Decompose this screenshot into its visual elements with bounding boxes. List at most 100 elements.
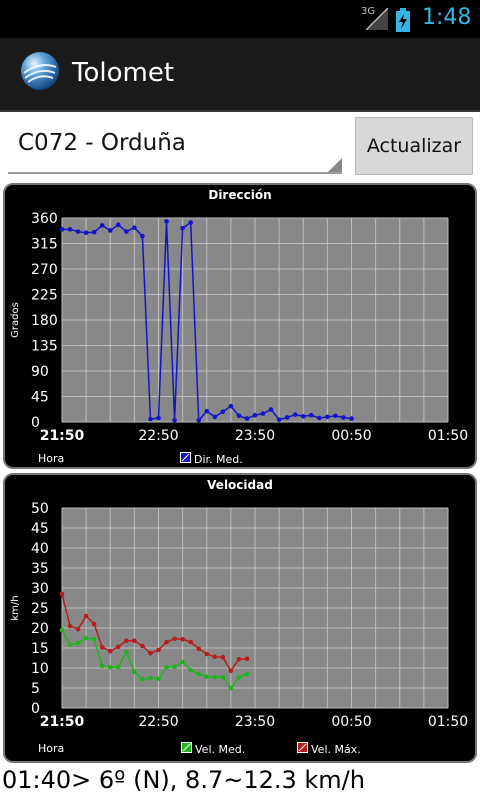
data-point	[132, 669, 137, 675]
refresh-button[interactable]: Actualizar	[355, 117, 473, 175]
data-point	[83, 230, 89, 236]
data-point	[284, 415, 290, 420]
data-point	[252, 412, 258, 418]
data-point	[333, 413, 338, 419]
data-point	[164, 664, 169, 670]
data-point	[172, 636, 177, 642]
y-tick-label: 225	[31, 288, 58, 304]
x-tick-label: 23:50	[235, 714, 275, 730]
y-tick-label: 50	[31, 501, 49, 517]
clock-label: 1:48	[422, 5, 472, 30]
chart-direccion: Dirección 0 45 90 135 180 225 270 315 360 21:50 22:…	[3, 183, 477, 469]
data-point	[292, 412, 298, 417]
data-point	[91, 636, 97, 642]
data-point	[115, 644, 121, 650]
y-tick-label: 25	[31, 601, 49, 617]
data-point	[140, 233, 145, 239]
data-point	[260, 411, 266, 416]
data-point	[67, 623, 73, 629]
y-tick-label: 180	[31, 313, 58, 329]
legend-swatch-line	[298, 743, 307, 752]
chart-title: Dirección	[208, 188, 271, 202]
data-point	[236, 674, 242, 680]
data-point	[124, 638, 129, 644]
data-point	[164, 219, 169, 224]
data-point	[83, 635, 89, 641]
data-point	[156, 676, 161, 682]
y-tick-label: 0	[31, 701, 40, 717]
legend-label: Dir. Med.	[194, 453, 243, 466]
data-point	[308, 412, 314, 418]
data-point	[75, 229, 81, 234]
x-tick-label: 23:50	[235, 428, 275, 444]
data-point	[132, 638, 137, 644]
data-point	[75, 626, 81, 632]
data-point	[164, 639, 169, 645]
data-point	[228, 403, 234, 409]
x-tick-label: 00:50	[331, 428, 371, 444]
data-point	[107, 664, 113, 670]
data-point	[180, 225, 185, 231]
data-point	[132, 225, 137, 230]
data-point	[228, 685, 234, 691]
data-point	[188, 667, 193, 673]
y-tick-label: 360	[31, 211, 58, 227]
y-tick-label: 45	[31, 390, 49, 406]
x-axis-label: Hora	[38, 742, 64, 755]
data-point	[59, 627, 65, 633]
data-point	[172, 418, 177, 423]
chart-velocidad: Velocidad 0 5 10 15 20 25 30 35 40 45 50 21:50 22:50 2…	[3, 473, 477, 763]
data-point	[204, 408, 210, 414]
y-tick-label: 15	[31, 641, 49, 657]
data-point	[59, 591, 65, 597]
y-tick-label: 0	[31, 415, 40, 431]
data-point	[83, 613, 89, 619]
data-point	[349, 416, 354, 421]
x-tick-label: 21:50	[40, 714, 85, 730]
data-point	[99, 663, 105, 669]
data-point	[220, 654, 226, 660]
data-point	[244, 656, 250, 662]
y-tick-label: 20	[31, 621, 49, 637]
legend-swatch-line	[182, 743, 191, 752]
data-point	[300, 414, 306, 419]
legend-label: Vel. Med.	[195, 743, 245, 756]
y-tick-label: 5	[31, 681, 40, 697]
x-tick-label: 00:50	[331, 714, 371, 730]
data-point	[236, 413, 242, 419]
data-point	[67, 642, 73, 648]
x-tick-label: 21:50	[40, 428, 85, 444]
data-point	[196, 418, 202, 423]
status-bar: 3G 1:48	[0, 0, 480, 38]
y-axis-label: Grados	[10, 302, 21, 338]
data-point	[148, 650, 153, 656]
x-tick-label: 01:50	[428, 428, 468, 444]
battery-charging-icon	[396, 8, 410, 32]
x-axis-label: Hora	[38, 452, 64, 465]
data-point	[325, 414, 330, 420]
x-tick-label: 22:50	[138, 714, 178, 730]
x-tick-label: 01:50	[428, 714, 468, 730]
station-spinner[interactable]: C072 - Orduña	[8, 118, 342, 174]
y-tick-label: 10	[31, 661, 49, 677]
data-point	[124, 229, 129, 234]
y-tick-label: 270	[31, 262, 58, 278]
data-point	[188, 220, 193, 225]
y-tick-label: 45	[31, 521, 49, 537]
data-point	[140, 643, 145, 649]
data-point	[148, 416, 153, 422]
data-point	[99, 644, 105, 650]
signal-icon	[366, 8, 388, 30]
data-point	[276, 417, 282, 423]
data-point	[180, 659, 185, 665]
y-tick-label: 135	[31, 339, 58, 355]
data-point	[59, 227, 65, 232]
data-point	[317, 415, 322, 421]
data-point	[268, 407, 274, 412]
data-point	[91, 621, 97, 627]
charts-area: Dirección 0 45 90 135 180 225 270 315 360 21:50 22:…	[3, 183, 477, 763]
data-point	[107, 228, 113, 233]
y-tick-label: 40	[31, 541, 49, 557]
data-point	[156, 647, 161, 653]
data-point	[124, 649, 129, 655]
